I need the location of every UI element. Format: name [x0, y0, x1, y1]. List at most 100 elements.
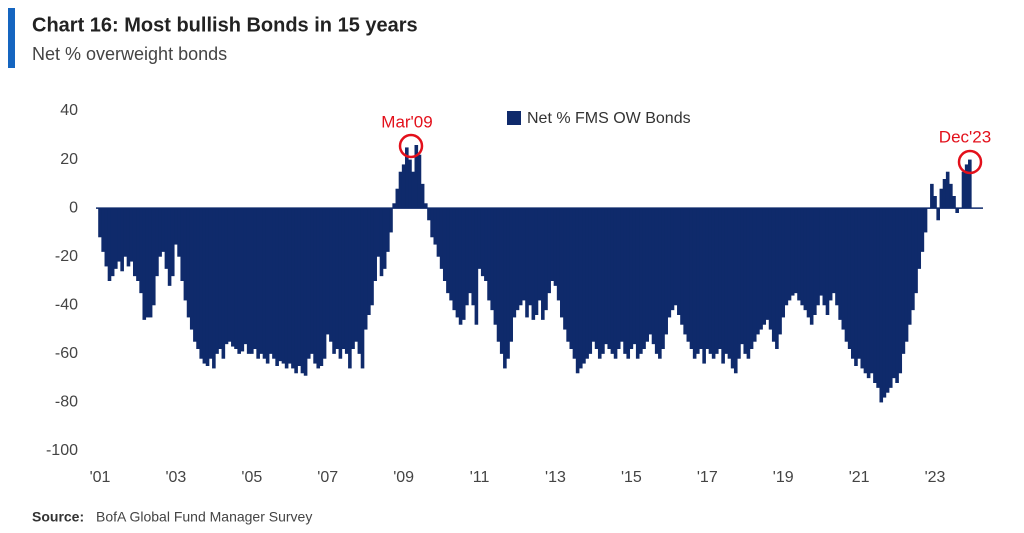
bar: [186, 208, 191, 318]
bar: [196, 208, 200, 349]
bar: [183, 208, 188, 301]
bar: [158, 208, 162, 257]
bar: [465, 208, 469, 306]
bar: [354, 208, 359, 342]
bar: [313, 208, 317, 364]
bar: [243, 208, 248, 345]
bar: [480, 208, 485, 277]
bar: [673, 208, 678, 306]
bar: [575, 208, 580, 374]
bar: [863, 208, 868, 374]
bar: [607, 208, 612, 349]
bar: [117, 208, 121, 262]
bar: [632, 208, 637, 345]
x-tick-label: '11: [470, 469, 490, 486]
x-tick-label: '23: [925, 469, 946, 486]
bar: [291, 208, 295, 369]
bar: [616, 208, 621, 349]
bar: [847, 208, 852, 349]
bar: [882, 208, 887, 398]
bar: [797, 208, 801, 301]
bar: [832, 208, 836, 294]
bar: [136, 208, 140, 281]
y-tick-label: 40: [60, 102, 78, 119]
bar: [408, 159, 412, 209]
bar: [506, 208, 510, 359]
y-tick-label: -40: [55, 297, 78, 314]
bar: [376, 208, 381, 257]
bar: [332, 208, 336, 354]
bar: [879, 208, 884, 403]
bar: [430, 208, 434, 238]
bar: [367, 208, 371, 315]
bar: [945, 171, 950, 209]
bar: [218, 208, 222, 349]
bar: [930, 183, 934, 209]
x-tick-label: '07: [317, 469, 338, 486]
bar: [357, 208, 362, 354]
bar: [528, 208, 532, 306]
bar: [231, 208, 235, 347]
bar: [756, 208, 760, 335]
bar: [566, 208, 570, 342]
bar: [623, 208, 627, 354]
bar: [484, 208, 488, 281]
bar: [949, 183, 953, 209]
bar: [240, 208, 245, 352]
bar: [654, 208, 659, 354]
bar: [559, 208, 564, 318]
bar: [170, 208, 175, 277]
bar: [569, 208, 574, 349]
bar: [253, 208, 257, 349]
bar: [360, 208, 365, 369]
bar: [379, 208, 384, 277]
bar: [835, 208, 839, 306]
bar: [585, 208, 589, 359]
bar: [496, 208, 501, 342]
bar: [683, 208, 687, 335]
bar: [920, 208, 925, 252]
bar: [733, 208, 738, 374]
bar: [708, 208, 713, 354]
x-tick-label: '15: [621, 469, 642, 486]
bar: [246, 208, 251, 354]
bar: [626, 208, 631, 359]
bar: [806, 208, 811, 318]
bar: [344, 208, 349, 354]
bar: [762, 208, 767, 325]
x-tick-label: '19: [773, 469, 794, 486]
bar: [351, 208, 355, 349]
bar: [696, 208, 700, 354]
bar: [250, 208, 254, 354]
bar: [939, 188, 944, 209]
bar: [838, 208, 842, 320]
bar: [873, 208, 877, 383]
bar: [857, 208, 861, 359]
bar: [885, 208, 890, 393]
bar: [189, 208, 194, 330]
bar: [800, 208, 804, 306]
bar: [961, 171, 966, 209]
bar: [955, 208, 959, 213]
bar: [433, 208, 438, 245]
bar: [819, 208, 823, 296]
bar: [417, 154, 422, 209]
bar: [329, 208, 333, 342]
bar: [907, 208, 912, 325]
bar: [107, 208, 112, 281]
bar: [620, 208, 624, 342]
legend-swatch: [507, 111, 521, 125]
bar: [202, 208, 207, 364]
bar: [705, 208, 710, 349]
bar: [234, 208, 238, 349]
bar: [898, 208, 903, 374]
title-accent: [8, 8, 15, 68]
bar: [180, 208, 185, 281]
y-tick-label: 20: [60, 151, 78, 168]
bar: [468, 208, 472, 294]
bar: [212, 208, 216, 369]
bar: [256, 208, 260, 359]
bar: [860, 208, 865, 369]
bar: [386, 208, 390, 252]
